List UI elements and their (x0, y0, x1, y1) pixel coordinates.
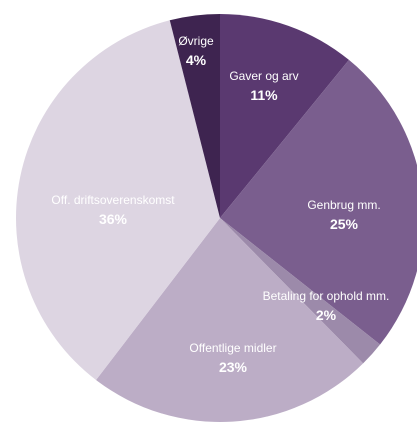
pie-slice-betaling-for-ophold-mm (220, 218, 381, 364)
slice-label-gaver-og-arv: Gaver og arv (229, 69, 298, 83)
slice-label-off-driftsoverenskomst: Off. driftsoverenskomst (51, 193, 175, 207)
pie-slice-offentlige-midler (96, 218, 364, 422)
slice-value-off-driftsoverenskomst: 36% (99, 211, 128, 227)
pie-slice-genbrug-mm (220, 59, 417, 345)
pie-slice-off-driftsoverenskomst (15, 20, 221, 381)
pie-slice-øvrige (169, 14, 220, 218)
slice-value-offentlige-midler: 23% (219, 359, 248, 375)
pie-labels: Gaver og arv 11% Genbrug mm. 25% Betalin… (51, 34, 389, 375)
slice-label-ovrige: Øvrige (178, 34, 214, 48)
slice-value-genbrug: 25% (330, 216, 359, 232)
slice-label-betaling: Betaling for ophold mm. (263, 289, 390, 303)
slice-label-genbrug: Genbrug mm. (307, 198, 380, 212)
slice-label-offentlige-midler: Offentlige midler (189, 341, 276, 355)
slice-value-betaling: 2% (316, 307, 337, 323)
slice-value-ovrige: 4% (186, 52, 207, 68)
pie-slice-gaver-og-arv (220, 14, 349, 218)
pie-slices (15, 14, 417, 422)
slice-value-gaver-og-arv: 11% (250, 87, 278, 103)
